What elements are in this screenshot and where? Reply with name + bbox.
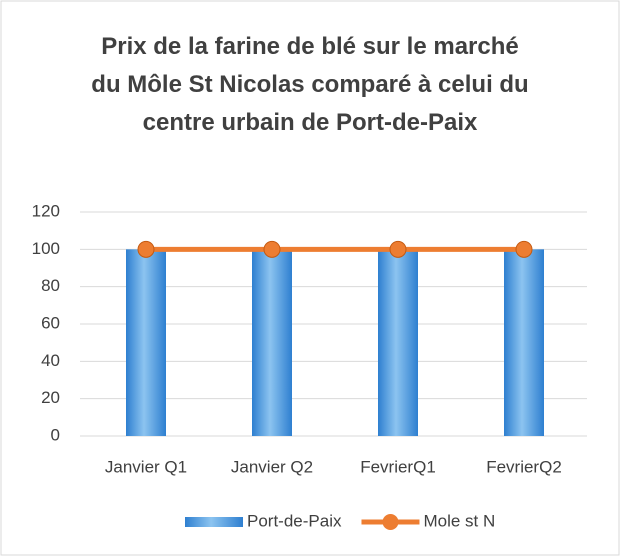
chart-title: Prix de la farine de blé sur le marché d…	[91, 33, 529, 136]
marker	[137, 240, 155, 258]
y-tick-label: 60	[41, 313, 60, 332]
x-tick-label: Janvier Q1	[105, 457, 187, 476]
legend-label: Port-de-Paix	[247, 511, 342, 530]
legend-swatch	[185, 517, 243, 527]
y-tick-label: 80	[41, 276, 60, 295]
y-tick-label: 120	[32, 201, 60, 220]
y-tick-label: 40	[41, 351, 60, 370]
x-tick-label: Janvier Q2	[231, 457, 313, 476]
bar	[126, 249, 166, 436]
bar	[378, 249, 418, 436]
bar	[504, 249, 544, 436]
legend-swatch	[382, 514, 399, 530]
y-tick-label: 100	[32, 239, 60, 258]
y-tick-label: 20	[41, 388, 60, 407]
marker	[263, 240, 281, 258]
x-tick-label: FevrierQ1	[360, 457, 436, 476]
bar	[252, 249, 292, 436]
legend-label: Mole st N	[423, 511, 495, 530]
y-tick-label: 0	[51, 425, 60, 444]
marker	[515, 240, 533, 258]
x-tick-label: FevrierQ2	[486, 457, 562, 476]
marker	[389, 240, 407, 258]
